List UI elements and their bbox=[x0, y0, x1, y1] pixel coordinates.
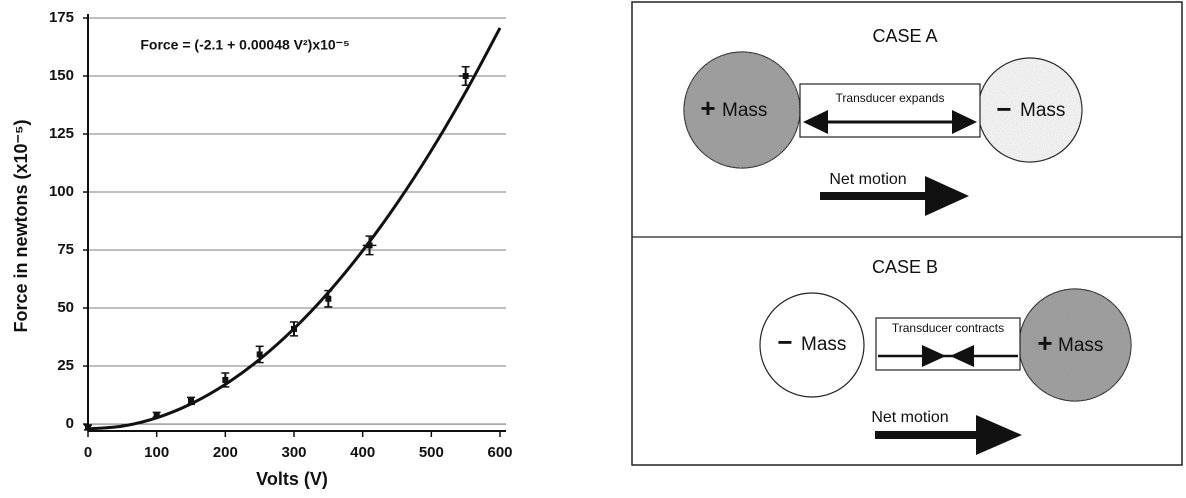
diagram: CASE A + Mass − Mass Transducer expands … bbox=[632, 2, 1182, 465]
x-tick-label: 500 bbox=[419, 444, 444, 461]
arrow-head bbox=[976, 415, 1022, 455]
mass-label: Mass bbox=[801, 334, 846, 355]
x-tick-label: 600 bbox=[487, 444, 512, 461]
y-tick-label: 150 bbox=[49, 67, 74, 84]
figure: Force = (-2.1 + 0.00048 V²)x10⁻⁵ Volts (… bbox=[0, 0, 1186, 493]
motion-arrow bbox=[820, 192, 928, 200]
x-axis-label: Volts (V) bbox=[256, 469, 328, 489]
transducer-label: Transducer expands bbox=[836, 91, 945, 105]
mass-sign: + bbox=[1037, 328, 1052, 358]
case-title: CASE B bbox=[872, 257, 938, 277]
chart: Force = (-2.1 + 0.00048 V²)x10⁻⁵ Volts (… bbox=[11, 9, 513, 489]
case-title: CASE A bbox=[872, 26, 937, 46]
equation: Force = (-2.1 + 0.00048 V²)x10⁻⁵ bbox=[140, 37, 349, 53]
motion-arrow bbox=[875, 431, 979, 439]
transducer-label: Transducer contracts bbox=[892, 321, 1004, 335]
mass-sign: − bbox=[996, 94, 1011, 124]
mass-label: Mass bbox=[722, 100, 767, 121]
mass-sign: − bbox=[777, 327, 792, 357]
y-tick-label: 75 bbox=[57, 241, 74, 258]
x-tick-label: 300 bbox=[281, 444, 306, 461]
x-tick-label: 100 bbox=[144, 444, 169, 461]
net-motion-label: Net motion bbox=[829, 171, 906, 188]
x-tick-label: 400 bbox=[350, 444, 375, 461]
y-tick-label: 50 bbox=[57, 299, 74, 316]
page: Force = (-2.1 + 0.00048 V²)x10⁻⁵ Volts (… bbox=[0, 0, 1186, 493]
y-axis-label: Force in newtons (x10⁻⁵) bbox=[11, 120, 31, 333]
x-tick-label: 200 bbox=[213, 444, 238, 461]
y-tick-label: 25 bbox=[57, 357, 74, 374]
x-tick-label: 0 bbox=[84, 444, 92, 461]
fit-curve bbox=[88, 28, 500, 429]
y-tick-label: 125 bbox=[49, 125, 74, 142]
mass-sign: + bbox=[700, 93, 715, 123]
mass-label: Mass bbox=[1058, 335, 1103, 356]
arrow-head bbox=[925, 176, 969, 216]
y-tick-label: 175 bbox=[49, 9, 74, 26]
y-tick-label: 0 bbox=[66, 415, 74, 432]
mass-label: Mass bbox=[1020, 100, 1065, 121]
y-tick-label: 100 bbox=[49, 183, 74, 200]
net-motion-label: Net motion bbox=[871, 409, 948, 426]
data-point bbox=[463, 73, 469, 79]
